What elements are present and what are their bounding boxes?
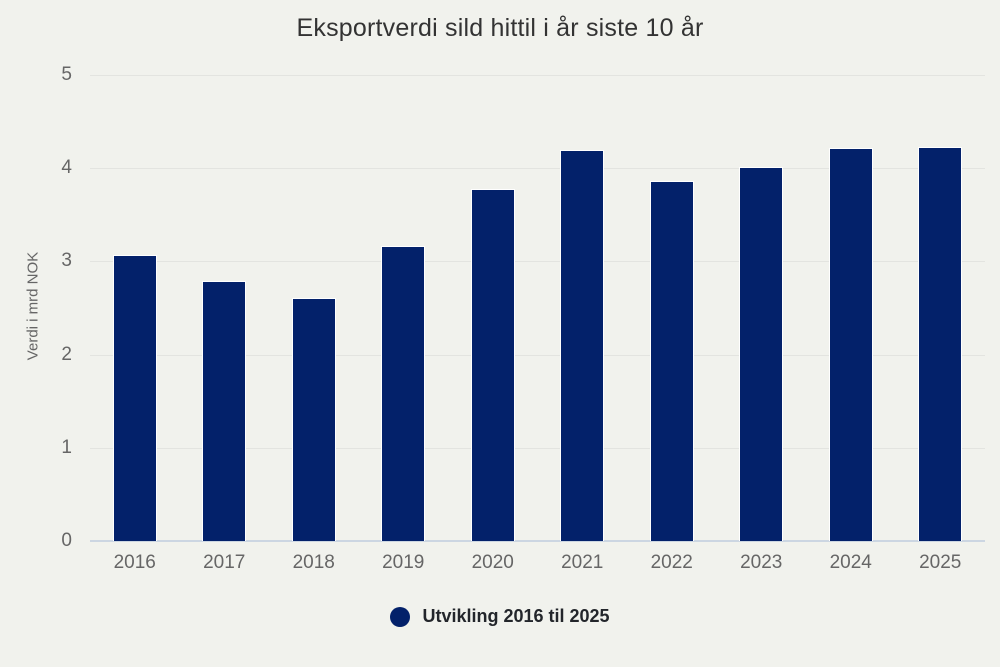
x-axis-line xyxy=(90,540,985,542)
bar-2018[interactable] xyxy=(291,297,336,541)
gridline xyxy=(90,354,985,356)
x-tick-label-2017: 2017 xyxy=(203,552,246,573)
gridline xyxy=(90,447,985,449)
x-tick-label-2020: 2020 xyxy=(471,552,514,573)
bar-2023[interactable] xyxy=(739,167,784,541)
x-tick-label-2021: 2021 xyxy=(561,552,604,573)
x-tick-label-2018: 2018 xyxy=(292,552,335,573)
gridline xyxy=(90,261,985,263)
bar-2016[interactable] xyxy=(112,254,157,541)
gridline xyxy=(90,168,985,170)
plot-area xyxy=(90,75,985,542)
x-tick-label-2025: 2025 xyxy=(919,552,962,573)
y-tick-label-2: 2 xyxy=(61,343,72,365)
x-tick-label-2016: 2016 xyxy=(113,552,156,573)
x-tick-label-2022: 2022 xyxy=(650,552,693,573)
gridline xyxy=(90,75,985,76)
bar-2024[interactable] xyxy=(828,147,873,541)
y-tick-label-4: 4 xyxy=(61,157,72,179)
bar-2017[interactable] xyxy=(202,280,247,541)
bar-2022[interactable] xyxy=(649,181,694,541)
chart-title: Eksportverdi sild hittil i år siste 10 å… xyxy=(296,14,704,42)
y-tick-label-5: 5 xyxy=(61,64,72,85)
bar-2019[interactable] xyxy=(381,245,426,541)
legend-item[interactable]: Utvikling 2016 til 2025 xyxy=(0,606,1000,627)
bar-2025[interactable] xyxy=(918,146,963,541)
y-tick-label-3: 3 xyxy=(61,250,72,272)
bar-2020[interactable] xyxy=(470,188,515,541)
y-tick-label-1: 1 xyxy=(61,436,72,458)
legend-label: Utvikling 2016 til 2025 xyxy=(422,606,610,626)
x-tick-label-2023: 2023 xyxy=(740,552,783,573)
x-tick-label-2024: 2024 xyxy=(829,552,872,573)
bar-2021[interactable] xyxy=(560,149,605,541)
x-tick-label-2019: 2019 xyxy=(382,552,425,573)
legend-series-circle-icon xyxy=(390,606,411,627)
y-tick-label-0: 0 xyxy=(61,530,72,551)
